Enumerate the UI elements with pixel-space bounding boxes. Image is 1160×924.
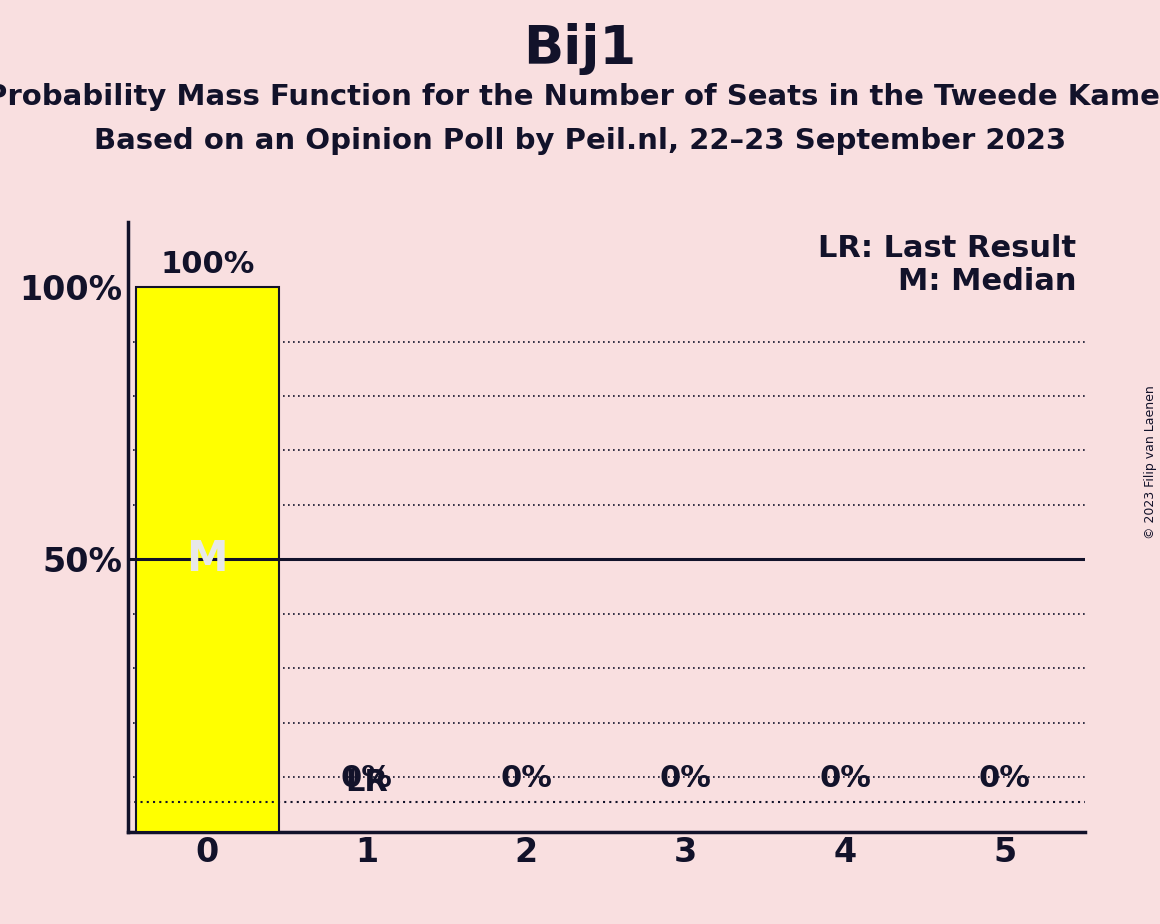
Text: LR: LR: [346, 768, 389, 797]
Text: M: Median: M: Median: [898, 267, 1076, 297]
Text: 0%: 0%: [819, 764, 871, 794]
Text: 0%: 0%: [979, 764, 1031, 794]
Bar: [136, 287, 280, 832]
Text: 100%: 100%: [160, 249, 254, 279]
Text: Based on an Opinion Poll by Peil.nl, 22–23 September 2023: Based on an Opinion Poll by Peil.nl, 22–…: [94, 127, 1066, 154]
Text: 0%: 0%: [341, 764, 393, 794]
Text: 0%: 0%: [660, 764, 712, 794]
Text: 0%: 0%: [500, 764, 552, 794]
Text: M: M: [187, 539, 229, 580]
Text: Bij1: Bij1: [523, 23, 637, 75]
Text: Probability Mass Function for the Number of Seats in the Tweede Kamer: Probability Mass Function for the Number…: [0, 83, 1160, 111]
Text: LR: Last Result: LR: Last Result: [819, 235, 1076, 263]
Text: © 2023 Filip van Laenen: © 2023 Filip van Laenen: [1144, 385, 1157, 539]
